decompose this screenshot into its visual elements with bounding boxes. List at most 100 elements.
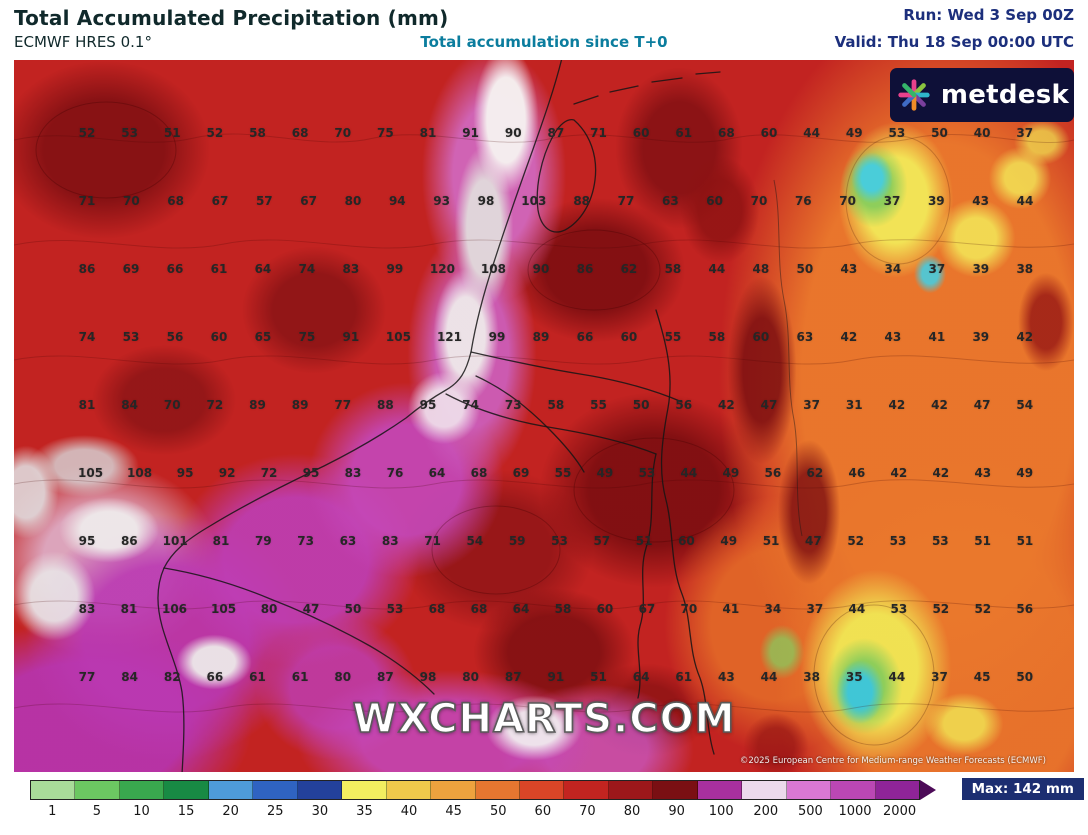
precip-value: 86 (576, 262, 594, 276)
precip-value: 60 (752, 330, 770, 344)
colorbar-segment (431, 781, 476, 799)
colorbar-tick-label: 5 (92, 804, 102, 819)
precip-value: 81 (419, 126, 437, 140)
colorbar-ticks: 1 5 10 15 20 25 30 35 40 45 50 60 70 80 90 100 200 500 100… (30, 804, 922, 819)
precip-value: 94 (388, 194, 406, 208)
precip-value: 50 (796, 262, 814, 276)
precip-value: 57 (255, 194, 273, 208)
precip-value: 89 (291, 398, 309, 412)
precip-value: 61 (249, 670, 266, 684)
precip-value: 95 (78, 534, 96, 548)
precip-value: 81 (212, 534, 230, 548)
precip-value: 44 (760, 670, 778, 684)
precip-value: 53 (890, 602, 908, 616)
precip-value: 83 (381, 534, 399, 548)
precip-value: 105 (78, 466, 104, 480)
colorbar-cells (30, 780, 920, 800)
precip-value: 70 (334, 126, 352, 140)
colorbar-tick-label: 20 (222, 804, 239, 819)
precip-value: 68 (428, 602, 446, 616)
precip-value: 38 (1016, 262, 1034, 276)
value-row: 105 108 95 92 72 95 83 76 64 68 69 55 49 53 44 49 56 62 46… (78, 466, 1034, 480)
precip-value: 90 (532, 262, 550, 276)
precip-value: 34 (764, 602, 782, 616)
chart-header: Total Accumulated Precipitation (mm) Run… (0, 0, 1088, 60)
colorbar-tick-label: 2000 (883, 804, 917, 819)
precip-value: 42 (840, 330, 858, 344)
precip-value: 35 (845, 670, 863, 684)
precipitation-map: 52 53 51 52 58 68 70 75 81 91 90 87 71 60 61 68 60 44 49 53… (14, 60, 1074, 772)
colorbar-tick-label: 100 (708, 804, 734, 819)
precip-value: 58 (547, 398, 565, 412)
precip-value: 52 (847, 534, 865, 548)
precip-value: 39 (927, 194, 945, 208)
precip-value: 66 (206, 670, 224, 684)
precip-value: 47 (302, 602, 320, 616)
precip-value: 67 (211, 194, 229, 208)
precip-value: 70 (680, 602, 698, 616)
precip-value: 62 (620, 262, 638, 276)
precip-value: 80 (334, 670, 352, 684)
precip-value: 56 (764, 466, 782, 480)
precip-value: 63 (661, 194, 679, 208)
precip-value: 89 (249, 398, 266, 412)
precip-value: 44 (680, 466, 698, 480)
colorbar-arrow (920, 780, 936, 800)
precip-value: 83 (342, 262, 360, 276)
precip-value: 64 (428, 466, 446, 480)
precip-value: 65 (254, 330, 272, 344)
precip-value: 73 (297, 534, 314, 548)
precip-value: 37 (803, 398, 820, 412)
precip-value: 53 (931, 534, 949, 548)
precip-value: 43 (718, 670, 735, 684)
colorbar-segment (253, 781, 298, 799)
precip-value: 76 (386, 466, 404, 480)
value-row: 86 69 66 61 64 74 83 99 120 108 90 86 62 58 44 48 50 43 34… (78, 262, 1034, 276)
precip-value: 99 (488, 330, 506, 344)
precip-value: 68 (167, 194, 184, 208)
precip-value: 54 (1016, 398, 1034, 412)
max-value-badge: Max: 142 mm (961, 778, 1084, 800)
model-label: ECMWF HRES 0.1° (14, 33, 152, 51)
precip-value: 68 (718, 126, 735, 140)
colorbar-tick-label: 45 (445, 804, 462, 819)
precip-value: 46 (848, 466, 866, 480)
precip-value: 52 (78, 126, 96, 140)
precip-value: 83 (78, 602, 96, 616)
precip-value: 74 (78, 330, 96, 344)
precip-value: 43 (884, 330, 902, 344)
precip-value: 103 (521, 194, 547, 208)
precip-value: 57 (593, 534, 611, 548)
valid-label: Valid: Thu 18 Sep 00:00 UTC (834, 33, 1074, 51)
colorbar-footer: 1 5 10 15 20 25 30 35 40 45 50 60 70 80 90 100 200 500 100… (0, 772, 1088, 835)
colorbar-segment (208, 781, 254, 799)
colorbar-segment (164, 781, 209, 799)
precip-value: 47 (805, 534, 822, 548)
precip-value: 60 (210, 330, 228, 344)
precip-value: 61 (210, 262, 228, 276)
precip-value: 44 (848, 602, 866, 616)
precip-value: 87 (504, 670, 522, 684)
precip-value: 55 (590, 398, 607, 412)
precip-value: 73 (504, 398, 522, 412)
precip-value: 61 (675, 126, 693, 140)
precip-value: 120 (429, 262, 455, 276)
wxcharts-watermark: WXCHARTS.COM (352, 695, 736, 743)
precip-value: 80 (260, 602, 278, 616)
precip-value: 121 (436, 330, 462, 344)
precip-value: 39 (972, 330, 990, 344)
precip-value: 37 (806, 602, 824, 616)
precip-value: 37 (883, 194, 901, 208)
value-row: 83 81 106 105 80 47 50 53 68 68 64 58 60 67 70 41 34 37 44… (78, 602, 1034, 616)
colorbar-tick-label: 70 (579, 804, 596, 819)
precip-value: 105 (385, 330, 411, 344)
colorbar-tick-label: 60 (534, 804, 552, 819)
precip-value: 95 (176, 466, 194, 480)
precip-value: 58 (554, 602, 572, 616)
precip-value: 68 (470, 466, 488, 480)
precip-value: 53 (888, 126, 906, 140)
precip-value: 47 (760, 398, 778, 412)
precip-value: 53 (121, 126, 138, 140)
colorbar-tick-label: 40 (400, 804, 418, 819)
